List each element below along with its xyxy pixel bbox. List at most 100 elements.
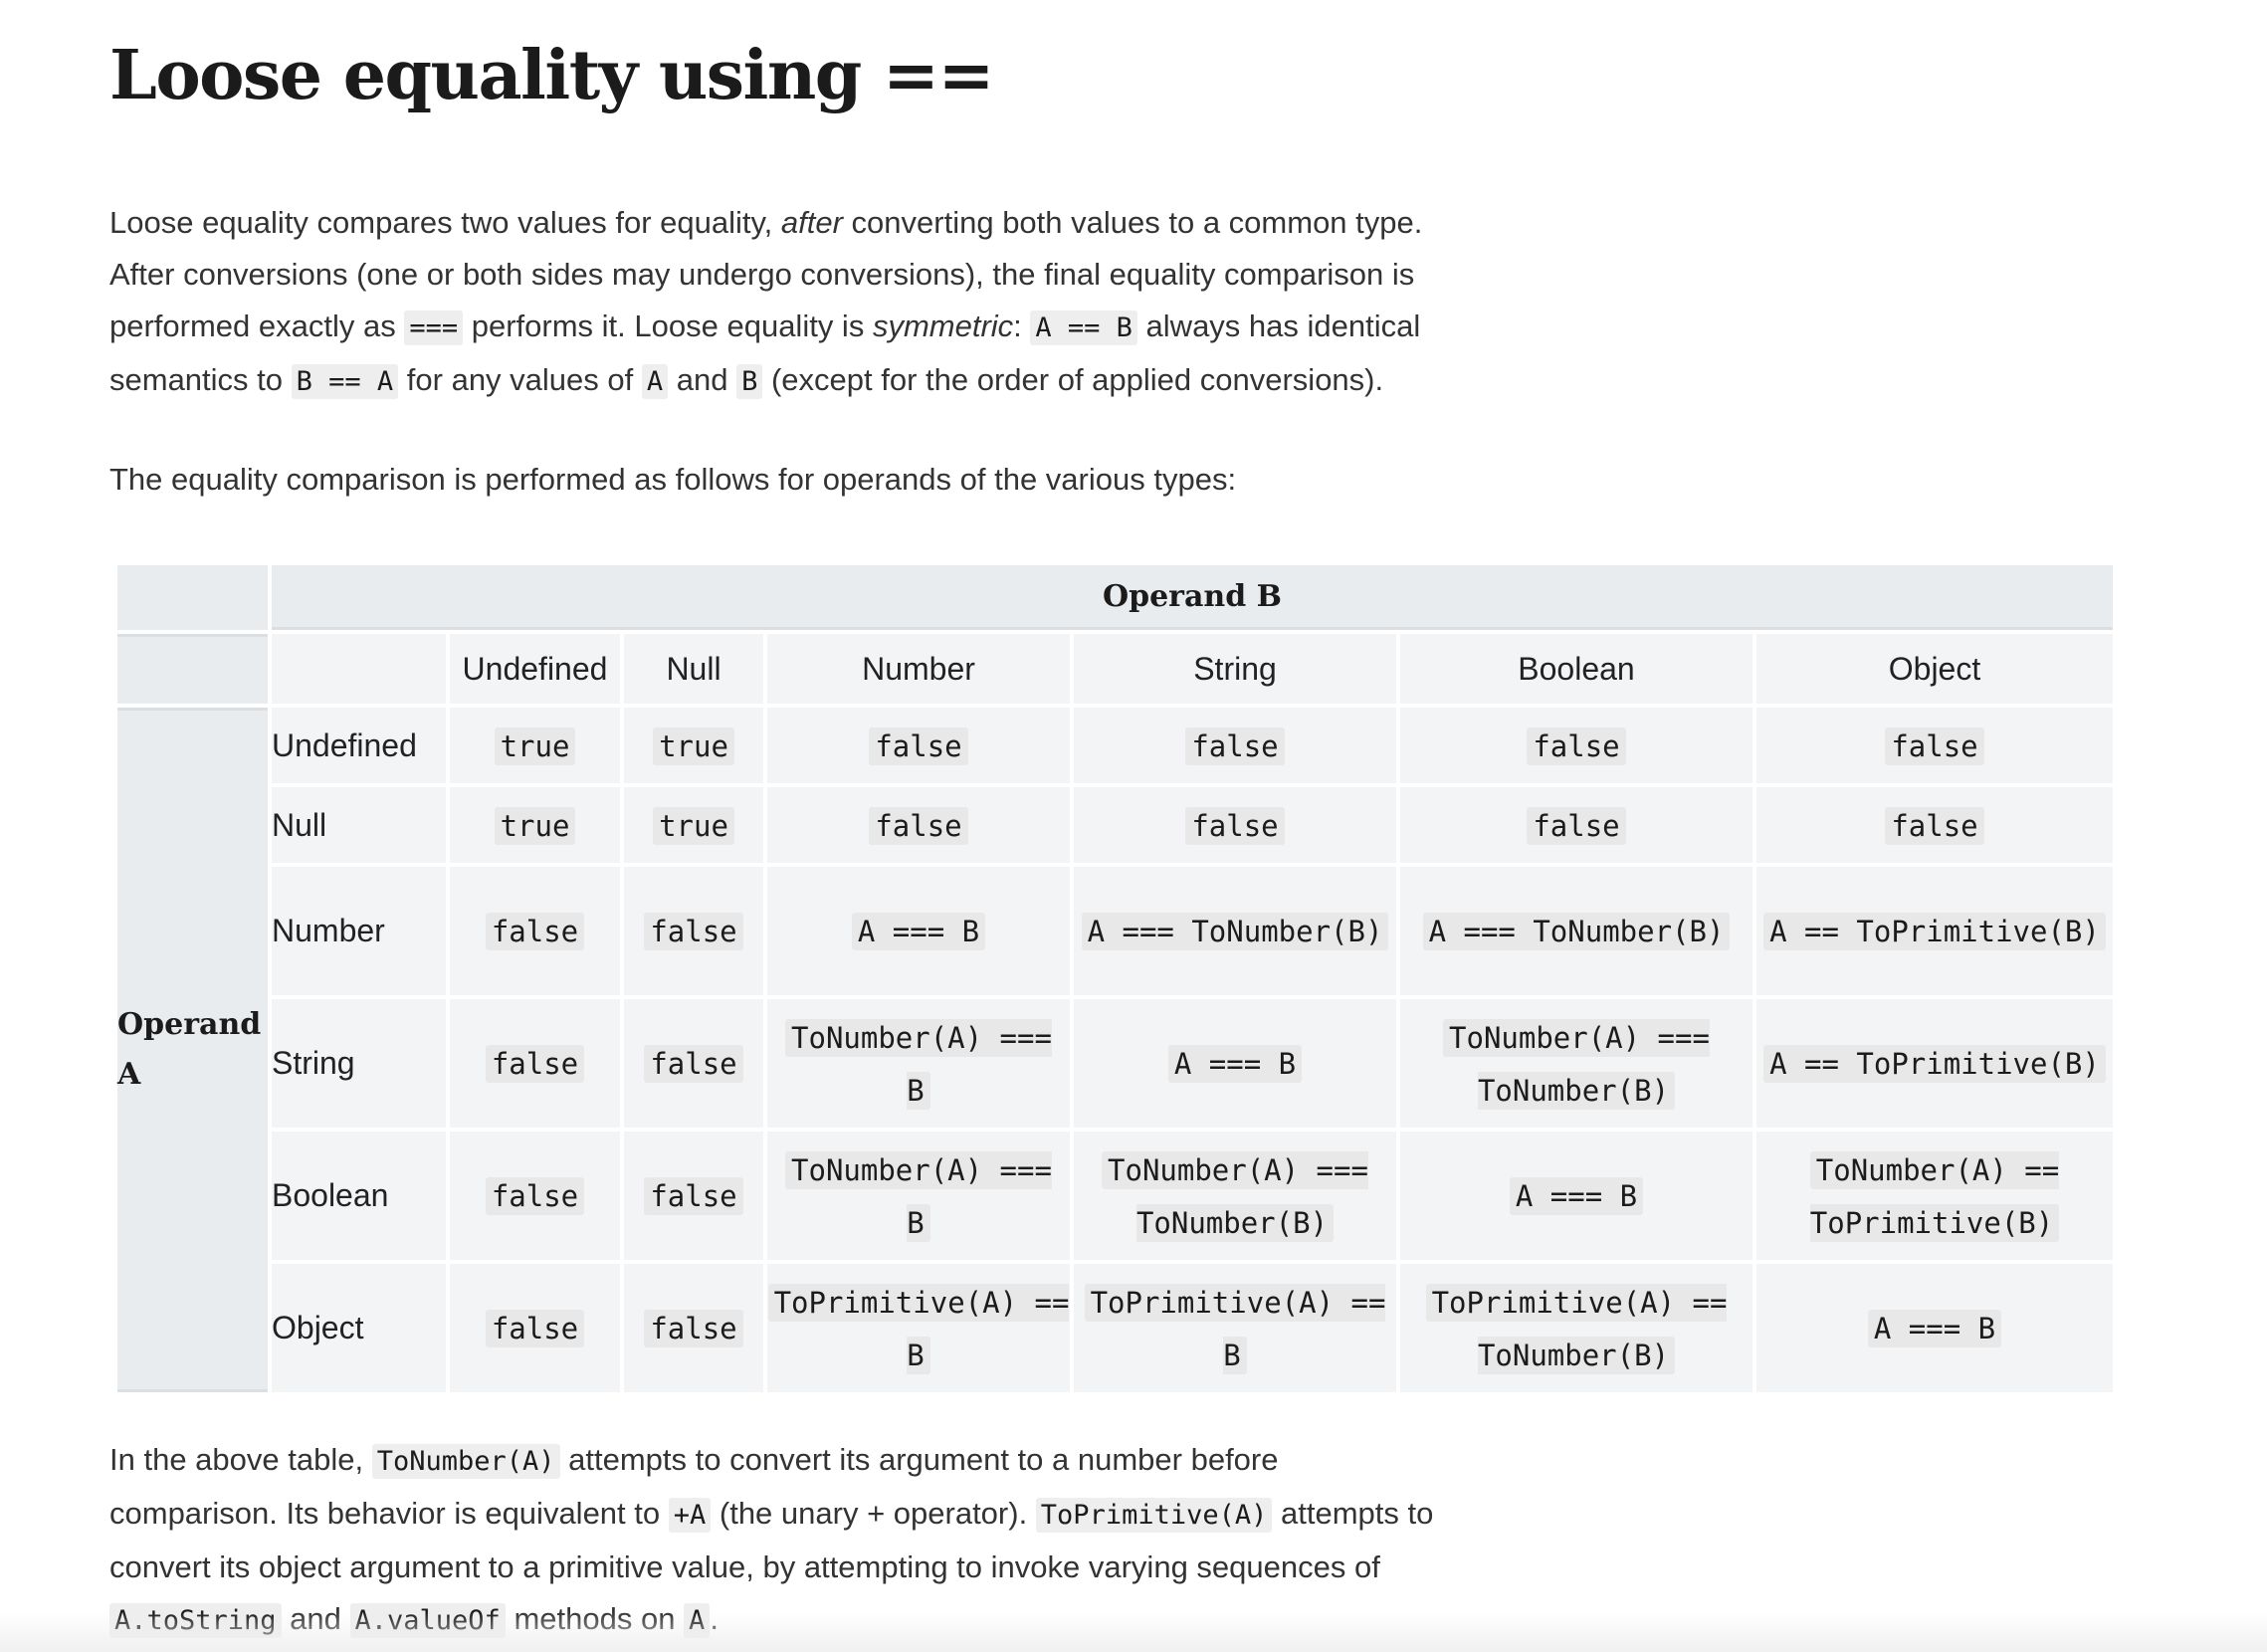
cell-code: A == ToPrimitive(B) xyxy=(1763,1045,2106,1083)
operand-a-header: Operand A xyxy=(117,708,268,1392)
cell-code: true xyxy=(653,726,734,765)
outro-text: attempts to convert its object argument … xyxy=(109,1496,1434,1584)
cell-code: false xyxy=(1185,726,1285,765)
row-header: String xyxy=(272,999,446,1128)
table-cell: false xyxy=(450,867,620,995)
table-cell: false xyxy=(1400,708,1752,783)
table-cell: A == ToPrimitive(B) xyxy=(1756,999,2113,1128)
table-cell: false xyxy=(1756,787,2113,863)
table-row: Operand A Undefined true true false false fals… xyxy=(117,708,2113,1392)
cell-code: false xyxy=(1885,806,1984,845)
table-cell: false xyxy=(1400,787,1752,863)
table-corner xyxy=(117,634,268,704)
outro-text: (the unary + operator). xyxy=(711,1496,1036,1531)
intro-emphasis-symmetric: symmetric xyxy=(872,309,1014,343)
cell-code: false xyxy=(1885,726,1984,765)
column-header: Undefined xyxy=(450,634,620,704)
outro-text: attempts to convert its argument to a nu… xyxy=(109,1442,1279,1531)
equality-table: Operand B Undefined Null Number String B… xyxy=(113,561,2117,1396)
cell-code: ToNumber(A) === B xyxy=(785,1018,1052,1110)
cell-code: false xyxy=(644,1045,743,1083)
cell-code: false xyxy=(869,726,968,765)
table-cell: false xyxy=(767,787,1070,863)
cell-code: false xyxy=(1527,806,1626,845)
cell-code: A === ToNumber(B) xyxy=(1081,913,1389,950)
intro-text: (except for the order of applied convers… xyxy=(762,362,1384,397)
cell-code: ToNumber(A) === ToNumber(B) xyxy=(1443,1018,1710,1110)
table-corner-inner xyxy=(272,634,446,704)
cell-code: false xyxy=(644,913,743,950)
table-cell: A === ToNumber(B) xyxy=(1074,867,1396,995)
lead-paragraph: The equality comparison is performed as … xyxy=(109,462,1237,497)
outro-paragraph: In the above table, ToNumber(A) attempts… xyxy=(109,1434,1443,1647)
table-cell: A === B xyxy=(1074,999,1396,1128)
column-header: Null xyxy=(624,634,763,704)
cell-code: false xyxy=(485,1177,585,1215)
table-cell: false xyxy=(767,708,1070,783)
intro-text: Loose equality compares two values for e… xyxy=(109,205,781,240)
cell-code: false xyxy=(644,1310,743,1347)
cell-code: true xyxy=(494,806,576,845)
cell-code: false xyxy=(485,1045,585,1083)
table-cell: false xyxy=(624,999,763,1128)
table-cell: A === B xyxy=(1400,1132,1752,1260)
page-title: Loose equality using == xyxy=(109,36,994,115)
intro-paragraph: Loose equality compares two values for e… xyxy=(109,197,1443,408)
intro-text: always has identical semantics to xyxy=(109,309,1421,397)
cell-code: A == ToPrimitive(B) xyxy=(1763,913,2106,950)
row-header: Number xyxy=(272,867,446,995)
table-row: Boolean false false ToNumber(A) === B ToNumb… xyxy=(117,1132,2113,1260)
intro-text: : xyxy=(1013,309,1031,343)
inline-code: +A xyxy=(668,1498,712,1533)
table-cell: false xyxy=(1074,787,1396,863)
table-cell: false xyxy=(624,1264,763,1392)
cell-code: A === ToNumber(B) xyxy=(1422,913,1731,950)
intro-text: performs it. Loose equality is xyxy=(463,309,873,343)
inline-code: A == B xyxy=(1030,310,1137,345)
inline-code: ToNumber(A) xyxy=(371,1444,560,1479)
cell-code: false xyxy=(1185,806,1285,845)
cell-code: ToNumber(A) === ToNumber(B) xyxy=(1102,1150,1368,1242)
operand-b-header: Operand B xyxy=(272,565,2113,630)
inline-code: === xyxy=(404,310,464,345)
table-cell: true xyxy=(624,708,763,783)
column-header: Object xyxy=(1756,634,2113,704)
table-row: Object false false ToPrimitive(A) == B ToPri… xyxy=(117,1264,2113,1392)
table-cell: A === ToNumber(B) xyxy=(1400,867,1752,995)
cell-code: false xyxy=(485,913,585,950)
column-header: Boolean xyxy=(1400,634,1752,704)
table-cell: A == ToPrimitive(B) xyxy=(1756,867,2113,995)
row-header: Null xyxy=(272,787,446,863)
cell-code: ToPrimitive(A) == B xyxy=(767,1283,1070,1374)
intro-emphasis-after: after xyxy=(780,205,843,240)
outro-text: In the above table, xyxy=(109,1442,372,1477)
table-cell: ToNumber(A) === B xyxy=(767,999,1070,1128)
table-cell: ToNumber(A) === ToNumber(B) xyxy=(1400,999,1752,1128)
table-cell: false xyxy=(450,999,620,1128)
column-header: Number xyxy=(767,634,1070,704)
cell-code: ToPrimitive(A) == B xyxy=(1084,1283,1386,1374)
table-cell: true xyxy=(624,787,763,863)
table-cell: false xyxy=(624,1132,763,1260)
table-cell: false xyxy=(1756,708,2113,783)
intro-text: converting both values to a common type.… xyxy=(109,205,1423,343)
table-cell: false xyxy=(450,1264,620,1392)
cell-code: false xyxy=(869,806,968,845)
cell-code: ToPrimitive(A) == ToNumber(B) xyxy=(1425,1283,1728,1374)
table-cell: A === B xyxy=(1756,1264,2113,1392)
cell-code: true xyxy=(653,806,734,845)
table-cell: ToPrimitive(A) == B xyxy=(767,1264,1070,1392)
cell-code: ToNumber(A) == ToPrimitive(B) xyxy=(1809,1150,2060,1242)
table-cell: ToPrimitive(A) == ToNumber(B) xyxy=(1400,1264,1752,1392)
table-cell: ToNumber(A) === ToNumber(B) xyxy=(1074,1132,1396,1260)
table-cell: ToNumber(A) == ToPrimitive(B) xyxy=(1756,1132,2113,1260)
table-corner xyxy=(117,565,268,630)
table-row: Number false false A === B A === ToNumber(B)… xyxy=(117,867,2113,995)
cell-code: true xyxy=(494,726,576,765)
bottom-fade xyxy=(0,1612,2267,1652)
cell-code: A === B xyxy=(1167,1045,1303,1083)
table-cell: ToPrimitive(A) == B xyxy=(1074,1264,1396,1392)
table-row: Null true true false false false false xyxy=(117,787,2113,863)
intro-text: for any values of xyxy=(398,362,642,397)
table-cell: false xyxy=(450,1132,620,1260)
